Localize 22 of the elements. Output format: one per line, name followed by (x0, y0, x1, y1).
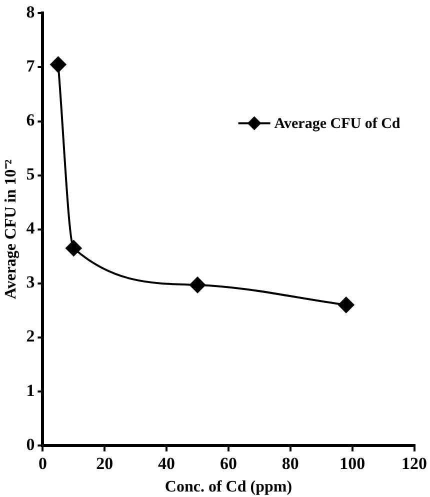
y-tick-label: 8 (26, 2, 35, 22)
x-tick-label: 60 (220, 454, 237, 473)
point (66, 240, 82, 256)
y-tick-label: 0 (26, 434, 35, 454)
x-tick-label: 40 (158, 454, 176, 473)
point (190, 276, 206, 293)
y-tick-label: 1 (26, 380, 35, 400)
y-tick-label: 5 (26, 164, 35, 184)
y-tick-label: 6 (26, 110, 35, 130)
point (338, 296, 354, 313)
y-tick-label: 2 (26, 326, 35, 346)
legend-label: Average CFU of Cd (274, 116, 401, 132)
x-tick-label: 100 (340, 454, 366, 473)
x-tick-label: 120 (402, 454, 427, 473)
y-axis-title: Average CFU in 10⁻² (2, 159, 20, 300)
x-tick-label: 20 (96, 454, 114, 473)
x-tick-label: 80 (282, 454, 299, 473)
point (50, 56, 66, 73)
y-tick-label: 7 (26, 56, 36, 76)
y-tick-label: 3 (26, 272, 35, 292)
y-tick-label: 4 (26, 218, 36, 238)
x-axis-title: Conc. of Cd (ppm) (164, 478, 292, 496)
